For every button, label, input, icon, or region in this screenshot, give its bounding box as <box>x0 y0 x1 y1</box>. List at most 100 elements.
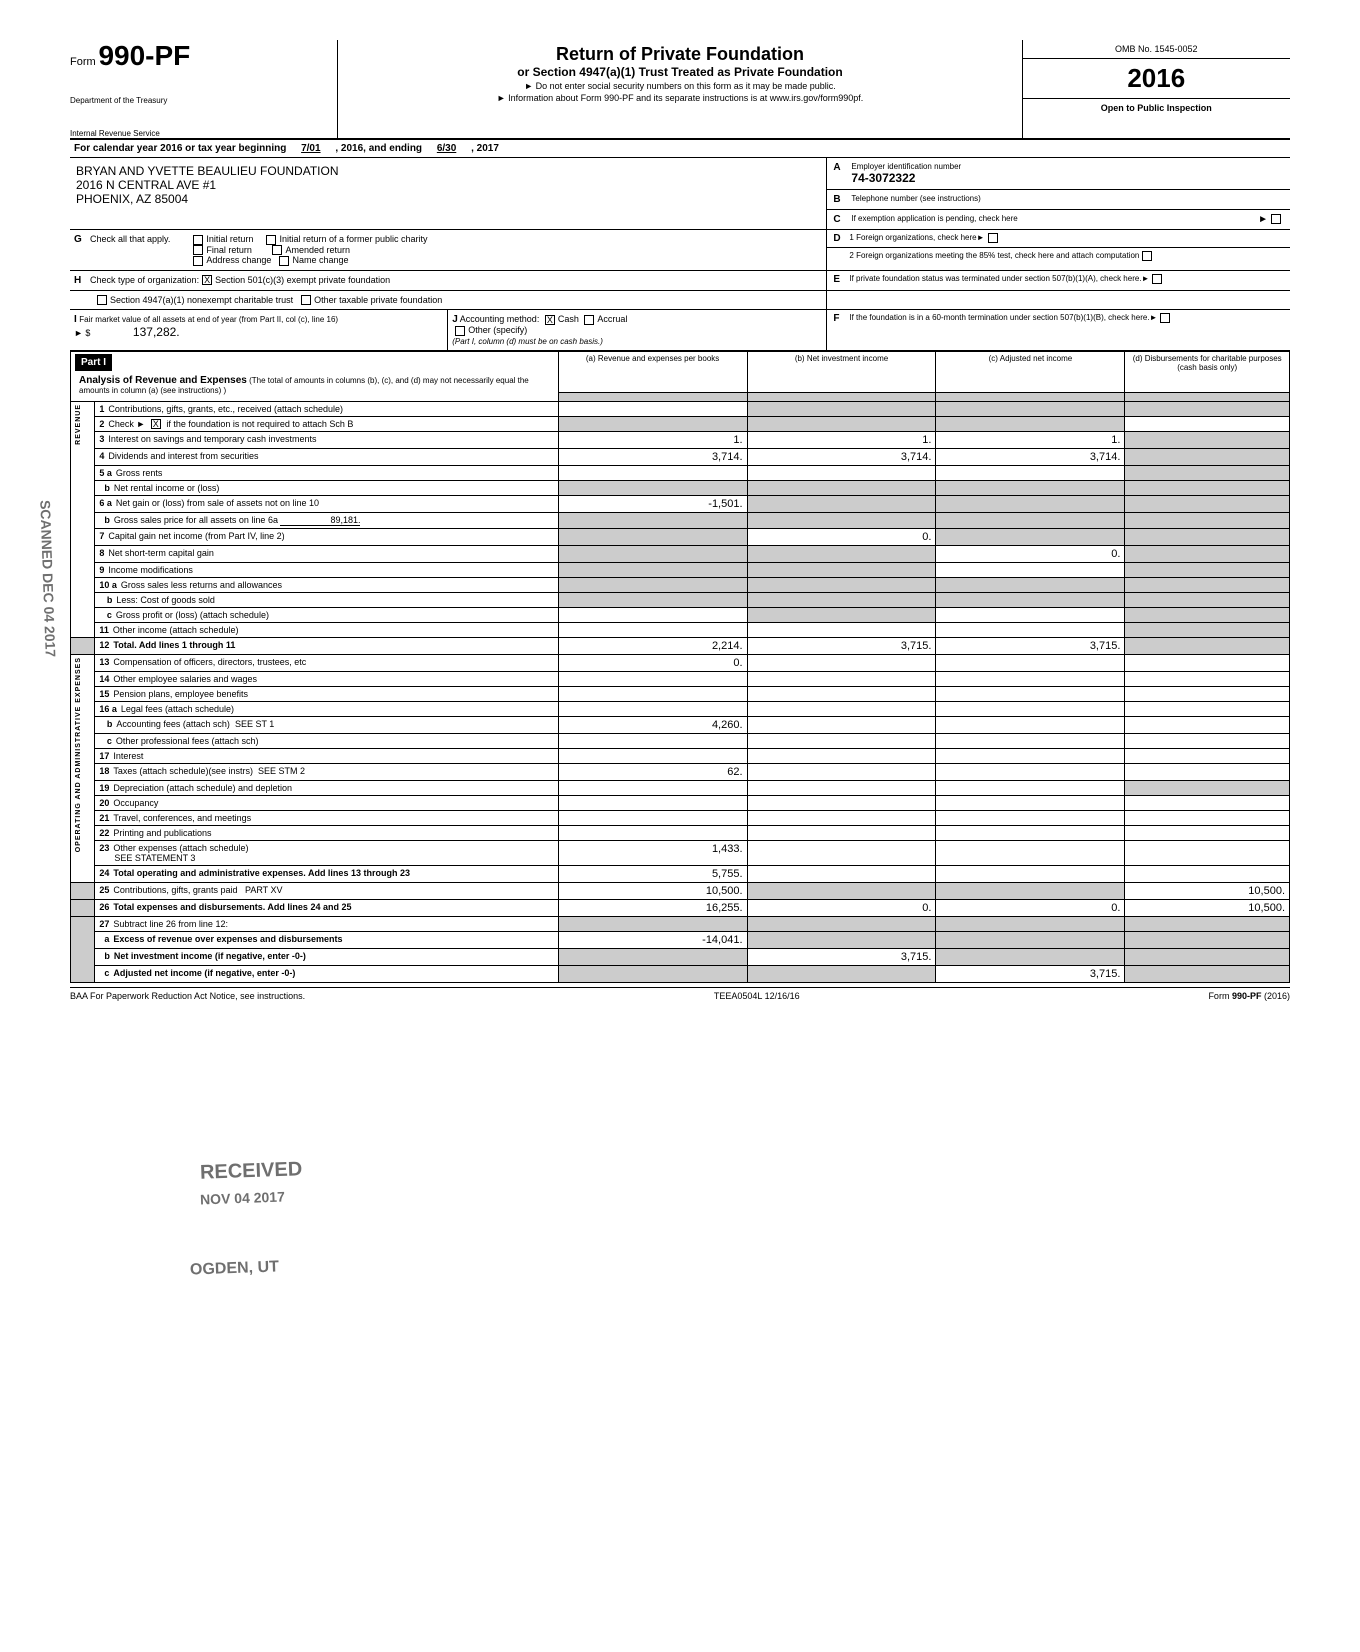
l24-val: 5,755. <box>558 866 747 883</box>
l27b-val: 3,715. <box>747 949 936 966</box>
checkbox-addr[interactable] <box>193 256 203 266</box>
checkbox-h2[interactable] <box>97 295 107 305</box>
arrow-icon: ► <box>977 233 985 244</box>
l4c: 3,714. <box>936 449 1125 466</box>
l3b: 1. <box>747 432 936 449</box>
f-text: If the foundation is in a 60-month termi… <box>849 313 1149 347</box>
checkbox-d2[interactable] <box>1142 251 1152 261</box>
checkbox-e[interactable] <box>1152 274 1162 284</box>
l23-ref: SEE STATEMENT 3 <box>114 853 195 863</box>
revenue-side: REVENUE <box>75 404 82 445</box>
l19: Depreciation (attach schedule) and deple… <box>113 783 292 793</box>
h1-text: Section 501(c)(3) exempt private foundat… <box>215 275 390 285</box>
entity-addr2: PHOENIX, AZ 85004 <box>76 192 820 206</box>
entity-name-addr: BRYAN AND YVETTE BEAULIEU FOUNDATION 201… <box>70 158 826 229</box>
label-e: E <box>833 274 849 285</box>
l20: Occupancy <box>113 798 158 808</box>
l16b-ref: SEE ST 1 <box>235 719 274 729</box>
checkbox-c[interactable] <box>1271 214 1281 224</box>
label-j: J <box>452 314 458 325</box>
part1-table: Part I Analysis of Revenue and Expenses … <box>70 351 1290 984</box>
l26c: 0. <box>936 900 1125 917</box>
phone-label: Telephone number (see instructions) <box>851 194 1284 205</box>
h2-text: Section 4947(a)(1) nonexempt charitable … <box>110 295 293 305</box>
c-text: If exemption application is pending, che… <box>851 214 1258 225</box>
l27b: Net investment income (if negative, ente… <box>114 951 306 961</box>
l11: Other income (attach schedule) <box>113 625 239 635</box>
checkbox-final[interactable] <box>193 245 203 255</box>
l10a: Gross sales less returns and allowances <box>121 580 282 590</box>
cal-begin: 7/01 <box>289 143 332 154</box>
l16c: Other professional fees (attach sch) <box>116 736 259 746</box>
checkbox-name[interactable] <box>279 256 289 266</box>
tax-year: 2016 <box>1023 59 1290 98</box>
checkbox-h3[interactable] <box>301 295 311 305</box>
footer-mid: TEEA0504L 12/16/16 <box>714 991 800 1001</box>
label-c: C <box>833 214 851 225</box>
entity-addr1: 2016 N CENTRAL AVE #1 <box>76 178 820 192</box>
l4a: 3,714. <box>558 449 747 466</box>
checkbox-amended[interactable] <box>272 245 282 255</box>
col-a-header: (a) Revenue and expenses per books <box>558 351 747 392</box>
l12c: 3,715. <box>936 638 1125 655</box>
l3: Interest on savings and temporary cash i… <box>108 434 316 444</box>
col-b-header: (b) Net investment income <box>747 351 936 392</box>
l26: Total expenses and disbursements. Add li… <box>113 902 351 912</box>
checkbox-accrual[interactable] <box>584 315 594 325</box>
opt-amended: Amended return <box>285 245 350 255</box>
col-d-header: (d) Disbursements for charitable purpose… <box>1125 351 1290 392</box>
l15: Pension plans, employee benefits <box>113 689 248 699</box>
d1-text: 1 Foreign organizations, check here <box>849 233 976 244</box>
row-ijf: I Fair market value of all assets at end… <box>70 310 1290 351</box>
col-c-header: (c) Adjusted net income <box>936 351 1125 392</box>
part1-title: Analysis of Revenue and Expenses <box>79 375 247 386</box>
ogden-stamp: OGDEN, UT <box>190 1258 279 1279</box>
j-accrual: Accrual <box>597 314 627 324</box>
form-right-box: OMB No. 1545-0052 2016 Open to Public In… <box>1022 40 1290 138</box>
checkbox-former[interactable] <box>266 235 276 245</box>
footer-left: BAA For Paperwork Reduction Act Notice, … <box>70 991 305 1001</box>
e-text: If private foundation status was termina… <box>849 274 1141 285</box>
l18-val: 62. <box>558 764 747 781</box>
form-title-box: Return of Private Foundation or Section … <box>338 40 1021 138</box>
opt-addr: Address change <box>206 255 271 265</box>
l4b: 3,714. <box>747 449 936 466</box>
l12: Total. Add lines 1 through 11 <box>113 640 235 650</box>
l26d: 10,500. <box>1125 900 1290 917</box>
label-f: F <box>833 313 849 347</box>
l6b-val: 89,181. <box>280 515 360 526</box>
form-title: Return of Private Foundation <box>346 44 1013 65</box>
label-i: I <box>74 314 77 325</box>
l7: Capital gain net income (from Part IV, l… <box>108 531 284 541</box>
entity-name: BRYAN AND YVETTE BEAULIEU FOUNDATION <box>76 164 820 178</box>
ein-label: Employer identification number <box>851 162 1284 171</box>
row-h2: Section 4947(a)(1) nonexempt charitable … <box>70 291 1290 310</box>
public-inspection: Open to Public Inspection <box>1023 98 1290 117</box>
checkbox-f[interactable] <box>1160 313 1170 323</box>
l25-ref: PART XV <box>245 885 283 895</box>
checkbox-initial[interactable] <box>193 235 203 245</box>
label-h: H <box>74 275 90 286</box>
g-text: Check all that apply. <box>90 234 170 244</box>
l6b: Gross sales price for all assets on line… <box>114 515 278 525</box>
scanned-stamp: SCANNED DEC 04 2017 <box>37 500 58 658</box>
l23: Other expenses (attach schedule) <box>113 843 248 853</box>
label-b: B <box>833 194 851 205</box>
checkbox-h1[interactable]: X <box>202 275 212 285</box>
l16a: Legal fees (attach schedule) <box>121 704 234 714</box>
form-number: 990-PF <box>98 40 190 71</box>
checkbox-other[interactable] <box>455 326 465 336</box>
checkbox-cash[interactable]: X <box>545 315 555 325</box>
l21: Travel, conferences, and meetings <box>113 813 251 823</box>
l14: Other employee salaries and wages <box>113 674 257 684</box>
l25: Contributions, gifts, grants paid <box>113 885 237 895</box>
l13: Compensation of officers, directors, tru… <box>113 657 306 667</box>
l8: Net short-term capital gain <box>108 548 214 558</box>
h-text: Check type of organization: <box>90 275 199 285</box>
l27a-val: -14,041. <box>558 932 747 949</box>
j-other: Other (specify) <box>468 325 527 335</box>
checkbox-schb[interactable]: X <box>151 419 161 429</box>
checkbox-d1[interactable] <box>988 233 998 243</box>
l13a: 0. <box>558 655 747 672</box>
d2-text: 2 Foreign organizations meeting the 85% … <box>849 251 1139 261</box>
